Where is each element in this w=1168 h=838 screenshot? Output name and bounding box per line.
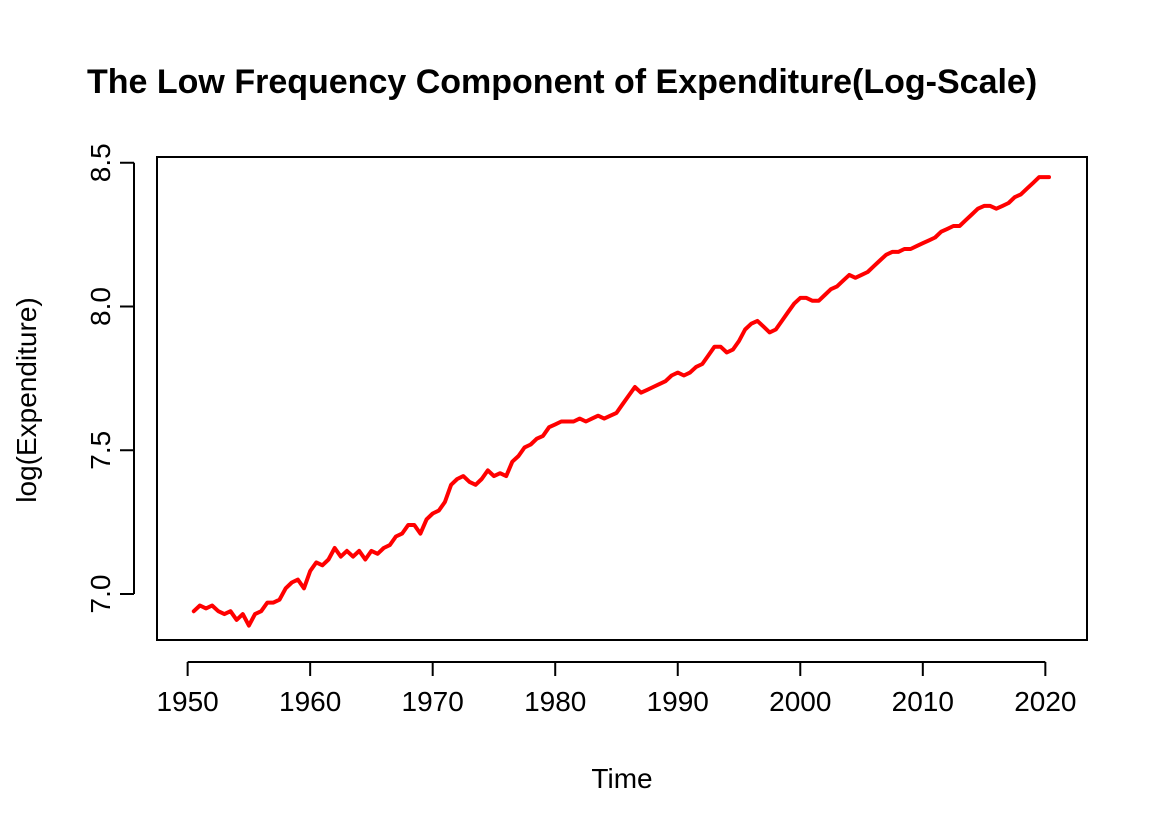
chart-title: The Low Frequency Component of Expenditu… [87, 63, 1037, 101]
y-tick-label: 7.0 [85, 575, 116, 614]
x-tick-label: 2010 [892, 686, 954, 717]
x-tick-label: 1980 [524, 686, 586, 717]
y-tick-label: 7.5 [85, 431, 116, 470]
x-tick-label: 1990 [647, 686, 709, 717]
series-layer [191, 175, 1051, 628]
y-axis: 7.0 7.5 8.0 8.5 [85, 143, 135, 614]
x-tick-label: 1960 [279, 686, 341, 717]
plot-frame [156, 156, 1088, 641]
y-axis-label: log(Expenditure) [11, 297, 42, 502]
y-tick-label: 8.0 [85, 287, 116, 326]
series-line [191, 175, 1051, 628]
x-axis-label: Time [591, 763, 652, 794]
y-tick-label: 8.5 [85, 143, 116, 182]
x-tick-label: 1970 [402, 686, 464, 717]
x-tick-label: 1950 [156, 686, 218, 717]
x-axis: 1950 1960 1970 1980 1990 2000 2010 2020 [156, 661, 1076, 717]
x-tick-label: 2000 [769, 686, 831, 717]
x-tick-label: 2020 [1014, 686, 1076, 717]
